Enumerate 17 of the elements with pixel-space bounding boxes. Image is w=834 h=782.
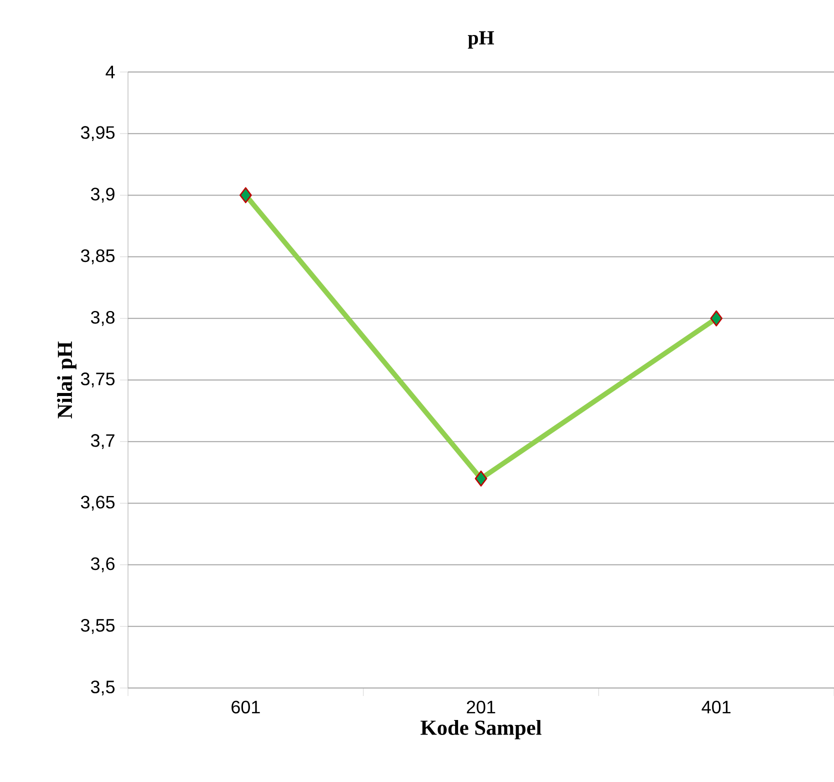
- x-tick-label: 401: [702, 700, 730, 714]
- y-tick-label: 3,55: [80, 618, 115, 634]
- y-tick-label: 3,5: [90, 680, 115, 696]
- chart-title: pH: [468, 31, 494, 49]
- y-tick-label: 3,65: [80, 496, 115, 511]
- y-tick-label: 3,6: [90, 557, 114, 572]
- y-tick-label: 3,95: [80, 126, 115, 142]
- y-tick-label: 3,7: [90, 434, 114, 450]
- y-tick-label: 3,85: [80, 249, 115, 264]
- x-tick-label: 601: [232, 700, 260, 714]
- y-tick-label: 3,75: [80, 372, 115, 388]
- x-axis-title: Kode Sampel: [420, 720, 542, 740]
- x-tick-label: 201: [466, 700, 496, 714]
- y-tick-label: 3,8: [90, 310, 114, 326]
- y-tick-label: 4: [106, 66, 115, 78]
- y-axis-title: Nilai pH: [57, 342, 76, 418]
- y-tick-label: 3,9: [90, 188, 114, 203]
